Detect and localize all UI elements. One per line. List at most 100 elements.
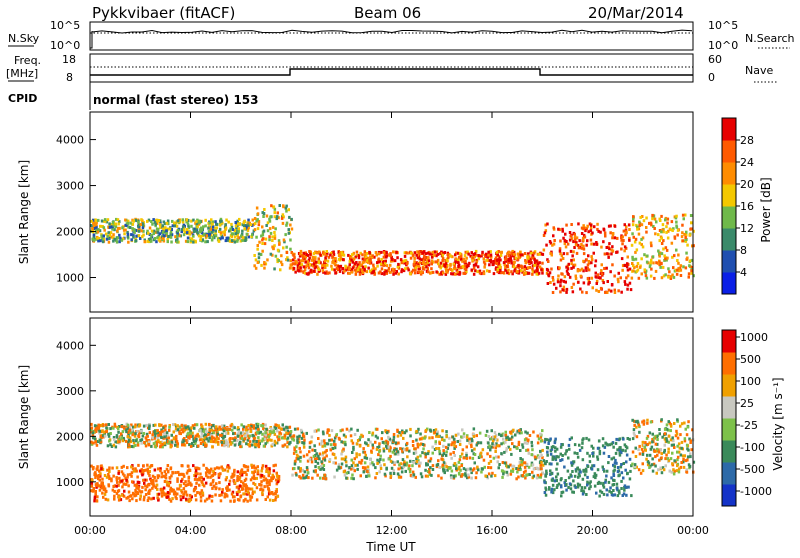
scatter-cell [200, 496, 203, 499]
scatter-cell [394, 452, 397, 455]
scatter-cell [524, 470, 527, 473]
scatter-cell [281, 217, 284, 220]
scatter-cell [280, 254, 283, 257]
scatter-cell [321, 467, 324, 470]
scatter-cell [595, 492, 598, 495]
scatter-cell [689, 441, 692, 444]
scatter-cell [268, 238, 271, 241]
scatter-cell [598, 440, 601, 443]
scatter-cell [489, 448, 492, 451]
scatter-cell [586, 225, 589, 228]
scatter-cell [562, 288, 565, 291]
scatter-cell [571, 470, 574, 473]
scatter-cell [631, 419, 634, 422]
scatter-cell [571, 436, 574, 439]
scatter-cell [581, 442, 584, 445]
scatter-cell [533, 264, 536, 267]
scatter-cell [320, 442, 323, 445]
scatter-cell [393, 433, 396, 436]
scatter-cell [297, 258, 300, 261]
colorbar-tick-label: 4 [740, 266, 747, 279]
scatter-cell [90, 423, 93, 426]
scatter-cell [405, 470, 408, 473]
scatter-cell [553, 488, 556, 491]
scatter-cell [560, 494, 563, 497]
scatter-cell [628, 228, 631, 231]
scatter-cell [603, 452, 606, 455]
scatter-cell [559, 240, 562, 243]
scatter-cell [278, 438, 281, 441]
scatter-cell [140, 218, 143, 221]
scatter-cell [131, 445, 134, 448]
scatter-cell [681, 224, 684, 227]
scatter-cell [561, 228, 564, 231]
scatter-cell [112, 475, 115, 478]
scatter-cell [442, 449, 445, 452]
scatter-cell [431, 436, 434, 439]
scatter-cell [599, 450, 602, 453]
scatter-cell [203, 484, 206, 487]
scatter-cell [121, 494, 124, 497]
scatter-cell [569, 482, 572, 485]
scatter-cell [372, 432, 375, 435]
scatter-cell [308, 450, 311, 453]
scatter-cell [224, 230, 227, 233]
scatter-cell [645, 231, 648, 234]
scatter-cell [357, 268, 360, 271]
scatter-cell [677, 437, 680, 440]
scatter-cell [365, 475, 368, 478]
scatter-cell [264, 438, 267, 441]
scatter-cell [364, 461, 367, 464]
scatter-cell [171, 497, 174, 500]
scatter-cell [306, 432, 309, 435]
scatter-cell [220, 499, 223, 502]
scatter-cell [116, 434, 119, 437]
scatter-cell [389, 264, 392, 267]
scatter-cell [437, 474, 440, 477]
scatter-cell [269, 216, 272, 219]
scatter-cell [589, 455, 592, 458]
scatter-cell [161, 495, 164, 498]
scatter-cell [632, 437, 635, 440]
scatter-cell [518, 441, 521, 444]
scatter-cell [345, 464, 348, 467]
scatter-cell [241, 488, 244, 491]
scatter-cell [313, 263, 316, 266]
scatter-cell [585, 291, 588, 294]
scatter-cell [681, 235, 684, 238]
scatter-cell [121, 226, 124, 229]
scatter-cell [547, 260, 550, 263]
scatter-cell [590, 224, 593, 227]
scatter-cell [188, 476, 191, 479]
scatter-cell [242, 492, 245, 495]
scatter-cell [616, 448, 619, 451]
scatter-cell [251, 233, 254, 236]
scatter-cell [688, 264, 691, 267]
scatter-cell [102, 496, 105, 499]
scatter-cell [676, 259, 679, 262]
scatter-cell [237, 470, 240, 473]
scatter-cell [562, 491, 565, 494]
scatter-cell [645, 449, 648, 452]
scatter-cell [572, 283, 575, 286]
scatter-cell [284, 443, 287, 446]
scatter-cell [215, 230, 218, 233]
scatter-cell [442, 464, 445, 467]
scatter-cell [511, 436, 514, 439]
scatter-cell [552, 279, 555, 282]
scatter-cell [625, 494, 628, 497]
scatter-cell [668, 420, 671, 423]
scatter-cell [463, 432, 466, 435]
scatter-cell [643, 219, 646, 222]
scatter-cell [380, 263, 383, 266]
scatter-cell [505, 256, 508, 259]
scatter-cell [459, 440, 462, 443]
scatter-cell [115, 225, 118, 228]
scatter-cell [163, 221, 166, 224]
scatter-cell [636, 270, 639, 273]
scatter-cell [490, 260, 493, 263]
scatter-cell [610, 290, 613, 293]
scatter-cell [563, 466, 566, 469]
scatter-cell [311, 259, 314, 262]
scatter-cell [582, 458, 585, 461]
